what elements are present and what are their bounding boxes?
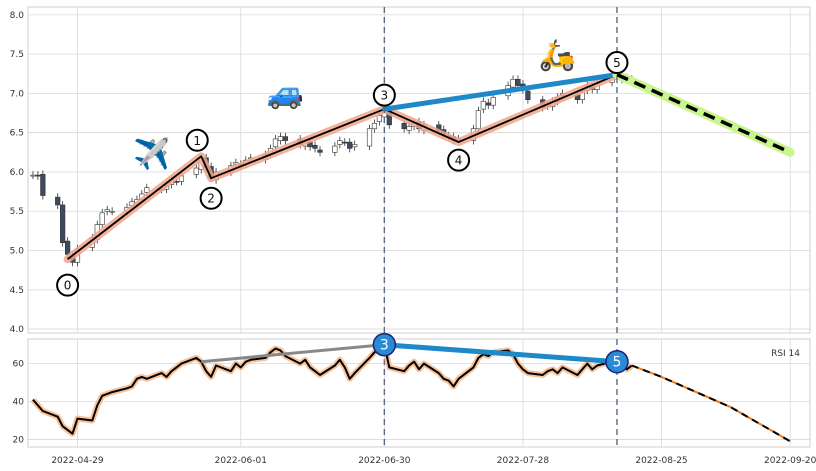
candle-body — [525, 90, 531, 100]
rsi-panel-frame — [27, 338, 811, 448]
candle-body — [371, 122, 378, 130]
wave-label-0: 0 — [64, 279, 72, 293]
rsi-ytick-label: 20 — [13, 435, 25, 445]
price-ytick-label: 6.5 — [10, 129, 24, 139]
candle-body — [272, 138, 279, 148]
xtick-label: 2022-08-25 — [635, 456, 687, 466]
price-ytick-label: 5.0 — [10, 247, 25, 257]
wave-label-3: 3 — [381, 89, 389, 103]
projection-line — [616, 73, 791, 154]
xtick-label: 2022-04-29 — [51, 456, 104, 466]
price-panel-frame — [27, 6, 811, 334]
candle-body — [342, 141, 348, 144]
xtick-label: 2022-07-28 — [497, 456, 550, 466]
candle-body — [332, 145, 338, 153]
wave-label-circle — [447, 148, 471, 172]
candle-body — [282, 136, 288, 141]
candle-body — [60, 204, 66, 243]
price-ytick-label: 5.5 — [10, 207, 24, 217]
wave-label-5: 5 — [613, 56, 621, 70]
rsi-gray-line — [201, 343, 385, 364]
candle-body — [109, 210, 115, 213]
candle-body — [347, 141, 353, 149]
rsi-projection-line — [631, 364, 791, 443]
wave-label-2: 2 — [207, 192, 215, 206]
candle-body — [366, 128, 373, 147]
candle-body — [352, 144, 358, 148]
price-ytick-label: 4.0 — [10, 325, 25, 335]
candle-body — [55, 196, 61, 206]
price-ytick-label: 8.0 — [10, 11, 25, 21]
wave-label-circle — [185, 128, 209, 152]
trendline-3-5 — [381, 72, 620, 112]
wave-label-circle — [605, 51, 629, 75]
candle-body — [401, 122, 407, 130]
candle-body — [515, 78, 521, 86]
candle-body — [104, 209, 110, 212]
scooter-icon: 🛵 — [539, 38, 576, 73]
candle-body — [312, 144, 318, 149]
wave-label-4: 4 — [455, 154, 463, 168]
candle-body — [277, 136, 284, 141]
rsi-marker-circle — [372, 332, 397, 357]
xtick-label: 2022-06-01 — [215, 456, 267, 466]
candle-body — [99, 212, 105, 225]
price-ytick-label: 7.5 — [10, 50, 24, 60]
rsi-marker-3: 3 — [380, 338, 389, 354]
candle-body — [376, 115, 383, 122]
rsi-marker-circle — [605, 349, 629, 374]
rsi-ytick-label: 60 — [13, 360, 25, 370]
wave-label-circle — [199, 186, 223, 210]
candle-body — [35, 174, 41, 177]
rsi-marker-5: 5 — [613, 355, 622, 371]
rsi-line — [32, 343, 633, 435]
candle-body — [193, 167, 199, 175]
rsi-divergence-line — [381, 342, 620, 365]
xtick-label: 2022-06-30 — [358, 456, 411, 466]
car-icon: 🚙 — [267, 76, 304, 111]
price-ytick-label: 7.0 — [10, 89, 25, 99]
wave-label-circle — [372, 83, 396, 107]
candle-body — [64, 240, 71, 255]
candle-body — [510, 78, 516, 88]
price-ytick-label: 4.5 — [10, 286, 24, 296]
wave-label-circle — [56, 273, 80, 297]
candle-body — [30, 174, 36, 177]
candle-body — [317, 149, 323, 153]
candle-body — [144, 187, 150, 193]
rsi-ytick-label: 40 — [13, 398, 25, 408]
wave-line — [67, 73, 618, 260]
candle-body — [406, 126, 412, 131]
candle-body — [490, 97, 496, 106]
rsi-legend-label: RSI 14 — [771, 349, 800, 359]
candle-body — [475, 110, 481, 130]
xtick-label: 2022-09-20 — [764, 456, 816, 466]
candle-body — [480, 100, 486, 110]
candle-body — [40, 174, 46, 196]
wave-label-1: 1 — [193, 134, 201, 148]
price-ytick-label: 6.0 — [10, 168, 25, 178]
candle-body — [337, 140, 343, 145]
airplane-icon: ✈️ — [133, 135, 170, 172]
candle-body — [485, 102, 491, 106]
